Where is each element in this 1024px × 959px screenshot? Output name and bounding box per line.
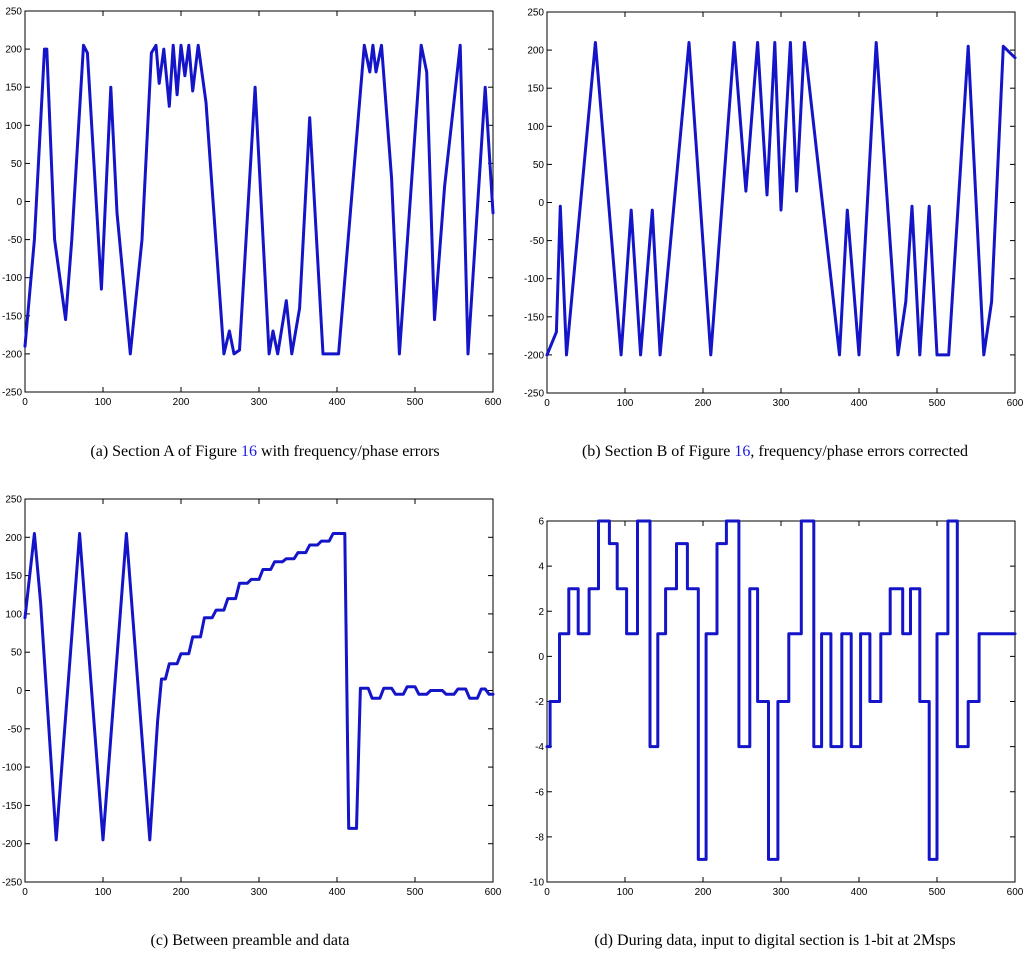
y-tick-label: -4 — [535, 742, 544, 753]
y-tick-label: -10 — [530, 878, 545, 889]
chart-c: 0 100 200 300 400 500 600 -250 -200 -150 -100 -50 0 5… — [2, 495, 502, 899]
y-tick-label: 100 — [527, 122, 544, 133]
y-tick-label: 50 — [11, 159, 23, 170]
x-tick-label: 400 — [851, 887, 868, 898]
x-tick-label: 400 — [329, 887, 346, 898]
y-tick-label: 250 — [5, 495, 22, 506]
y-tick-label: -50 — [8, 235, 23, 246]
y-tick-label: 0 — [16, 686, 22, 697]
series-line-a — [23, 43, 495, 356]
y-tick-label: 150 — [5, 571, 22, 582]
plot-frame — [24, 10, 494, 393]
series-line-d — [545, 519, 1017, 861]
caption-c: (c) Between preamble and data — [150, 932, 350, 949]
series-line-c — [23, 532, 495, 842]
y-tick-label: 50 — [11, 648, 23, 659]
caption-d: (d) During data, input to digital sectio… — [594, 932, 956, 949]
x-tick-label: 600 — [485, 887, 502, 898]
x-tick-label: 100 — [95, 887, 112, 898]
x-tick-label: 200 — [695, 887, 712, 898]
y-tick-label: 200 — [527, 46, 544, 57]
x-tick-label: 400 — [851, 398, 868, 409]
x-tick-label: 300 — [251, 397, 268, 408]
x-tick-label: 300 — [251, 887, 268, 898]
plot-frame — [24, 498, 494, 883]
y-tick-label: 2 — [538, 607, 544, 618]
y-tick-label: 250 — [5, 7, 22, 18]
x-tick-label: 600 — [1007, 398, 1024, 409]
x-tick-label: 400 — [329, 397, 346, 408]
y-tick-label: -8 — [535, 832, 544, 843]
x-tick-label: 0 — [544, 887, 550, 898]
figure-ref-link[interactable]: 16 — [241, 443, 258, 460]
x-tick-label: 500 — [407, 397, 424, 408]
y-tick-label: 100 — [5, 609, 22, 620]
chart-b: 0 100 200 300 400 500 600 -250 -200 -150 -100 -50 0 5… — [524, 8, 1024, 410]
x-tick-label: 500 — [407, 887, 424, 898]
chart-a: 0 100 200 300 400 500 600 -250 -200 -150 -100 -50 0 5… — [2, 7, 502, 409]
x-tick-label: 200 — [173, 397, 190, 408]
x-tick-label: 300 — [773, 887, 790, 898]
y-tick-label: 50 — [533, 160, 545, 171]
y-tick-label: 200 — [5, 533, 22, 544]
y-tick-label: -6 — [535, 787, 544, 798]
y-tick-label: -50 — [530, 236, 545, 247]
y-tick-label: -150 — [2, 311, 22, 322]
y-tick-label: 200 — [5, 45, 22, 56]
caption-a: (a) Section A of Figure 16 with frequenc… — [90, 443, 440, 460]
y-tick-label: -100 — [2, 763, 22, 774]
y-tick-label: 6 — [538, 517, 544, 528]
y-tick-label: -150 — [2, 801, 22, 812]
x-tick-label: 600 — [1007, 887, 1024, 898]
x-tick-label: 0 — [22, 887, 28, 898]
y-tick-label: -200 — [524, 350, 544, 361]
y-tick-label: -150 — [524, 312, 544, 323]
caption-b: (b) Section B of Figure 16, frequency/ph… — [581, 443, 969, 460]
x-tick-label: 0 — [544, 398, 550, 409]
y-tick-label: 0 — [538, 652, 544, 663]
x-tick-label: 200 — [173, 887, 190, 898]
x-tick-label: 100 — [617, 887, 634, 898]
y-tick-label: -250 — [2, 388, 22, 399]
x-tick-label: 300 — [773, 398, 790, 409]
series-line-b — [545, 41, 1017, 357]
y-tick-label: -250 — [2, 878, 22, 889]
y-tick-label: 0 — [538, 198, 544, 209]
y-tick-label: 4 — [538, 562, 544, 573]
y-tick-label: 250 — [527, 8, 544, 19]
x-tick-label: 100 — [617, 398, 634, 409]
y-tick-label: 100 — [5, 121, 22, 132]
y-tick-label: -50 — [8, 724, 23, 735]
x-tick-label: 0 — [22, 397, 28, 408]
y-tick-label: -250 — [524, 389, 544, 400]
y-tick-label: 0 — [16, 197, 22, 208]
y-tick-label: 150 — [527, 84, 544, 95]
y-tick-label: 150 — [5, 83, 22, 94]
chart-d: 0 100 200 300 400 500 600 -10 -8 -6 -4 -2 0 2 4 6 — [530, 517, 1024, 899]
x-tick-label: 600 — [485, 397, 502, 408]
y-tick-label: -2 — [535, 697, 544, 708]
y-tick-label: -200 — [2, 839, 22, 850]
x-tick-label: 100 — [95, 397, 112, 408]
y-tick-label: -100 — [2, 273, 22, 284]
figure-ref-link[interactable]: 16 — [734, 443, 751, 460]
x-tick-label: 500 — [929, 887, 946, 898]
y-tick-label: -200 — [2, 349, 22, 360]
x-tick-label: 200 — [695, 398, 712, 409]
y-tick-label: -100 — [524, 274, 544, 285]
x-tick-label: 500 — [929, 398, 946, 409]
